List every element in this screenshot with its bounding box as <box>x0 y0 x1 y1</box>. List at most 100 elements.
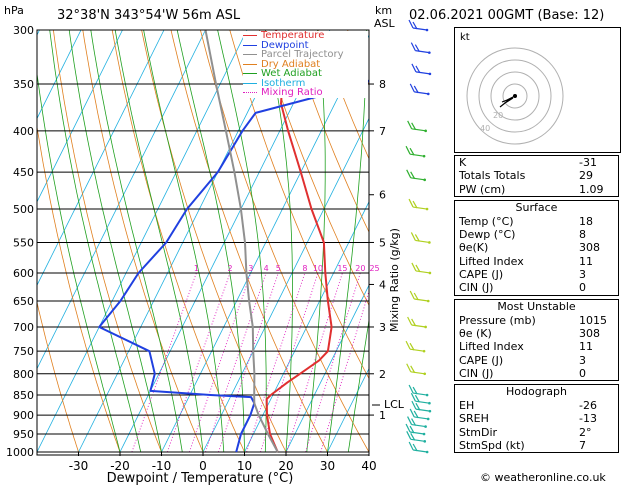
km-tick-label: 4 <box>379 278 386 291</box>
pressure-tick-label: 300 <box>13 24 34 37</box>
wind-barb-base <box>424 129 427 133</box>
legend-label: Mixing Ratio <box>261 87 323 98</box>
index-row-pw: PW (cm) 1.09 <box>459 182 604 196</box>
isotherm-line <box>202 117 369 453</box>
legend-label: Temperature <box>261 30 325 41</box>
dry-adiabat-line <box>288 30 369 233</box>
pressure-tick-label: 900 <box>13 409 34 422</box>
wind-barb-staff <box>410 177 425 181</box>
basic-indices-box: K -31 Totals Totals 29 PW (cm) 1.09 <box>454 155 619 197</box>
temperature-tick-label: -30 <box>69 459 89 473</box>
datetime-title: 02.06.2021 00GMT (Base: 12) <box>409 8 605 23</box>
wind-barb-base <box>428 72 432 76</box>
wind-barb-staff <box>414 416 429 420</box>
hodograph-trace <box>499 95 516 108</box>
surface-row: θe(K) 308 <box>459 241 600 255</box>
wind-barb-base <box>424 325 427 329</box>
hodograph-ring <box>466 47 564 145</box>
wind-barb-flag <box>410 171 416 180</box>
lcl-label: LCL <box>384 398 405 411</box>
pressure-tick-label: 850 <box>13 389 34 402</box>
index-row-k: K -31 <box>459 156 597 169</box>
km-tick-label: 6 <box>379 189 386 202</box>
wind-barb-flag <box>414 234 420 242</box>
wind-barb-staff <box>412 27 428 31</box>
wind-barb-flag <box>411 318 417 327</box>
wind-barb-base <box>428 241 431 244</box>
mixing-ratio-label: 15 <box>337 264 347 273</box>
wind-barb-base <box>422 432 426 436</box>
wind-barb-flag <box>409 425 415 434</box>
hodograph-unit-label: kt <box>460 32 470 43</box>
wind-barb-base <box>423 372 427 376</box>
isotherm-line <box>78 30 289 453</box>
legend-label: Dewpoint <box>261 39 309 51</box>
wind-barb-flag <box>412 21 418 30</box>
pressure-tick-label: 800 <box>13 368 34 381</box>
wind-barb-flag <box>409 342 415 351</box>
wind-barb-flag <box>408 19 414 29</box>
chart-legend: Temperature Dewpoint Parcel Trajectory Dry … <box>243 31 368 98</box>
wind-barb-flag <box>407 120 413 130</box>
series-line-temperature <box>265 30 333 453</box>
temperature-tick-label: 30 <box>320 459 335 473</box>
wind-barb-staff <box>413 449 428 453</box>
surface-row: Lifted Index 11 <box>459 254 593 268</box>
temperature-tick-label: -10 <box>152 459 172 473</box>
asl-unit-label: ASL <box>374 17 395 30</box>
temperature-tick-label: 10 <box>237 459 252 473</box>
wind-barb-flag <box>411 122 417 131</box>
hodograph-table-title: Hodograph <box>506 385 567 399</box>
wind-barb-flag <box>414 44 420 52</box>
mixing-ratio-label: 4 <box>264 264 269 273</box>
legend-label: Dry Adiabat <box>261 58 321 70</box>
wind-barb-flag <box>410 42 416 51</box>
location-title: 32°38'N 343°54'W 56m ASL <box>57 8 241 23</box>
wind-barb-staff <box>415 239 430 244</box>
copyright-footer[interactable]: © weatheronline.co.uk <box>480 471 606 484</box>
hodo-row: EH -26 <box>459 399 597 413</box>
most-unstable-title: Most Unstable <box>497 299 576 313</box>
mixing-ratio-line <box>246 272 306 453</box>
wind-barb-flag <box>406 431 412 440</box>
mixing-ratio-label: 2 <box>227 264 232 273</box>
wind-barb-flag <box>411 63 417 73</box>
wind-barb-flag <box>410 392 416 402</box>
km-tick-label: 3 <box>379 321 386 334</box>
legend-swatch <box>243 73 257 75</box>
wind-barb-base <box>428 409 432 413</box>
pressure-tick-label: 650 <box>13 295 34 308</box>
wind-barb-base <box>425 28 429 32</box>
pressure-tick-label: 950 <box>13 428 34 441</box>
isotherm-line <box>327 367 369 453</box>
legend-item: Dewpoint <box>243 39 368 51</box>
hpa-unit-label: hPa <box>4 4 24 17</box>
wind-barb-staff <box>411 324 426 328</box>
isotherm-line <box>37 30 248 453</box>
dry-adiabat-line <box>53 30 162 453</box>
surface-row: Temp (°C) 18 <box>459 214 593 228</box>
index-tables: K -31 Totals Totals 29 PW (cm) 1.09 Surface… <box>454 155 619 456</box>
mu-row: Lifted Index 11 <box>459 340 593 354</box>
wind-barb-base <box>425 207 429 211</box>
legend-item: Dry Adiabat <box>243 58 368 70</box>
mixing-ratio-label: 8 <box>302 264 307 273</box>
legend-swatch <box>243 63 257 65</box>
km-unit-label: km <box>375 4 393 17</box>
wind-barb-flag <box>408 441 414 451</box>
wind-barb-base <box>426 92 430 96</box>
mu-row: θe (K) 308 <box>459 326 600 340</box>
wind-barb-flag <box>409 290 415 300</box>
wind-barb-flag <box>407 416 413 425</box>
pressure-tick-label: 400 <box>13 125 34 138</box>
pressure-tick-label: 450 <box>13 166 34 179</box>
isotherm-line <box>119 30 331 453</box>
wind-barb-base <box>428 51 431 54</box>
mixing-ratio-line <box>188 272 252 453</box>
pressure-tick-label: 350 <box>13 78 34 91</box>
wind-barb-flag <box>411 418 417 426</box>
pressure-tick-label: 750 <box>13 345 34 358</box>
wind-barb-flag <box>410 232 416 241</box>
hodograph-ring <box>490 71 540 121</box>
wind-barb-flag <box>413 410 419 419</box>
